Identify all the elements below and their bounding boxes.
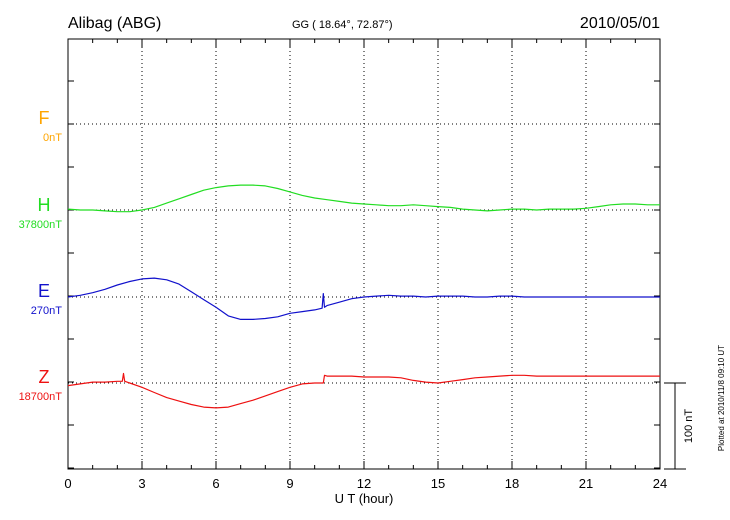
tick-layer: 0 3 6 9 12 15 18 21 24 (64, 39, 667, 491)
trace-h (67, 184, 660, 213)
x-axis-label: U T (hour) (335, 491, 394, 506)
series-name-e: E (38, 281, 50, 301)
series-baseline-z: 18700nT (19, 391, 63, 403)
x-tick-label: 3 (138, 476, 145, 491)
plot-date: 2010/05/01 (580, 15, 660, 32)
x-tick-label: 6 (212, 476, 219, 491)
label-layer: F 0nT H 37800nT E 270nT Z 18700nT (19, 108, 63, 403)
x-tick-label: 12 (357, 476, 371, 491)
series-name-h: H (38, 195, 51, 215)
x-tick-label: 15 (431, 476, 445, 491)
grid-layer (68, 39, 660, 469)
series-name-z: Z (39, 367, 50, 387)
x-tick-label: 21 (579, 476, 593, 491)
scale-bar (664, 382, 686, 470)
x-tick-label: 0 (64, 476, 71, 491)
x-tick-label: 24 (653, 476, 667, 491)
x-tick-label: 18 (505, 476, 519, 491)
series-baseline-h: 37800nT (19, 219, 63, 231)
station-title: Alibag (ABG) (68, 15, 161, 32)
series-layer (67, 184, 660, 409)
series-baseline-e: 270nT (31, 305, 62, 317)
station-coordinates: GG ( 18.64°, 72.87°) (292, 19, 393, 31)
plotted-at-note: Plotted at 2010/11/8 09:10 UT (717, 345, 726, 451)
trace-e (67, 277, 660, 320)
series-baseline-f: 0nT (43, 132, 62, 144)
series-name-f: F (39, 108, 50, 128)
scale-bar-label: 100 nT (683, 409, 695, 444)
x-tick-label: 9 (286, 476, 293, 491)
trace-z (67, 372, 660, 409)
